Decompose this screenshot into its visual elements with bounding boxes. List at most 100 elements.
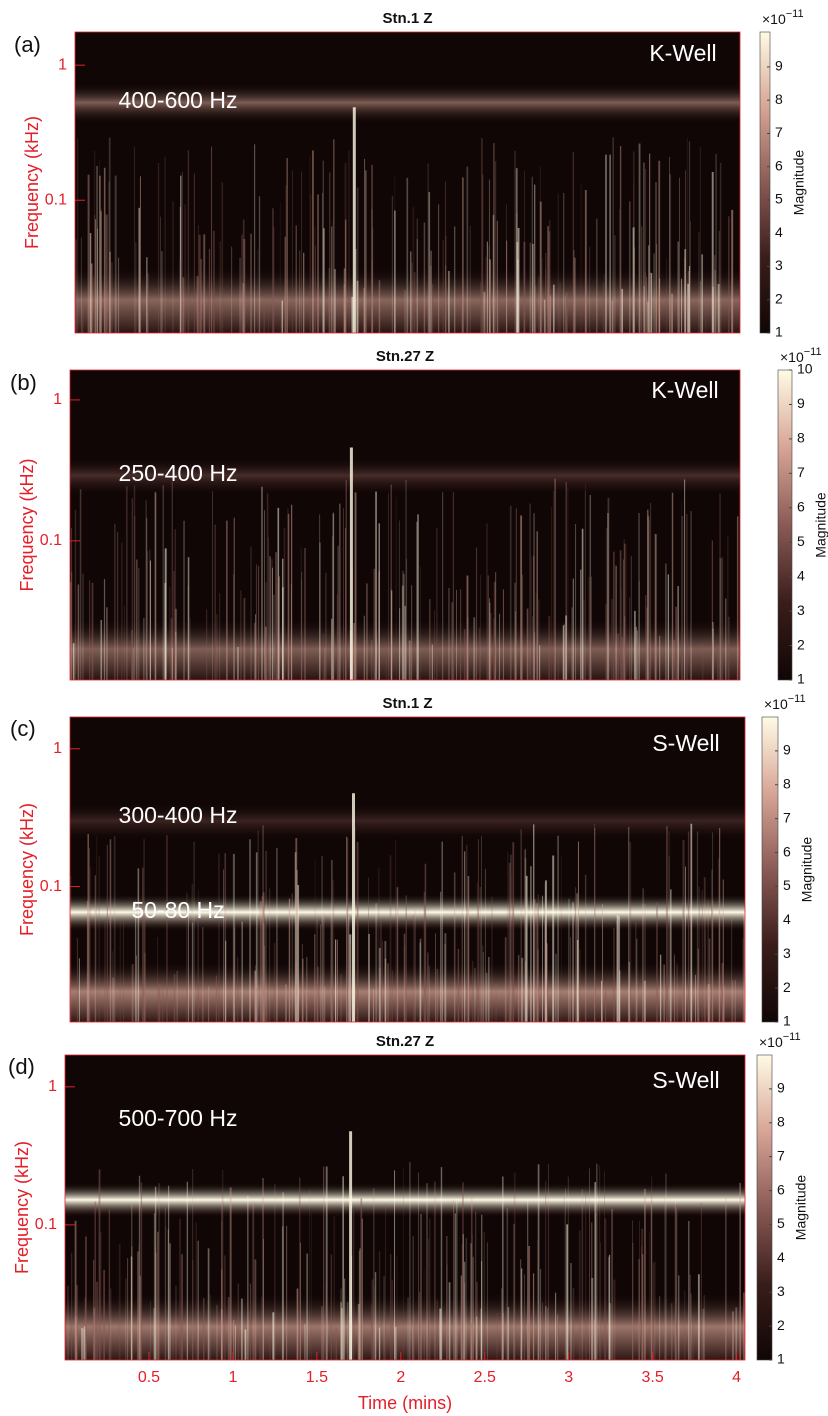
power: −11 bbox=[783, 1031, 801, 1043]
band bbox=[70, 961, 745, 1022]
heatmap bbox=[70, 717, 745, 1022]
colorbar-tick-label: 1 bbox=[783, 1013, 791, 1029]
colorbar-tick-label: 9 bbox=[783, 742, 791, 758]
y-axis-label: Frequency (kHz) bbox=[12, 1141, 32, 1274]
colorbar-tick-label: 6 bbox=[775, 157, 783, 173]
y-tick-label: 0.1 bbox=[40, 532, 62, 549]
colorbar-tick-label: 1 bbox=[777, 1351, 785, 1367]
panel: (a) Stn.1 Z K-Well 400-600 Hz Frequency (kHz… bbox=[14, 8, 807, 340]
colorbar-tick-label: 5 bbox=[783, 877, 791, 893]
x-tick-label: 1 bbox=[228, 1369, 237, 1386]
x-tick-label: 3.5 bbox=[642, 1369, 664, 1386]
colorbar-tick-label: 2 bbox=[777, 1317, 785, 1333]
colorbar-tick-label: 5 bbox=[797, 533, 805, 549]
y-tick-label: 0.1 bbox=[40, 878, 62, 895]
colorbar-tick-label: 2 bbox=[775, 290, 783, 306]
colorbar-tick-label: 6 bbox=[777, 1181, 785, 1197]
panel-title: Stn.27 Z bbox=[376, 348, 434, 365]
x-tick-label: 2.5 bbox=[474, 1369, 496, 1386]
y-tick-label: 1 bbox=[48, 1078, 57, 1095]
colorbar-label: Magnitude bbox=[791, 150, 807, 216]
colorbar-tick-label: 4 bbox=[775, 224, 783, 240]
plot-frame bbox=[74, 31, 741, 334]
colorbar-tick-label: 6 bbox=[797, 498, 805, 514]
colorbar bbox=[759, 31, 771, 334]
colorbar-tick-label: 2 bbox=[797, 636, 805, 652]
colorbar-tick-label: 5 bbox=[775, 191, 783, 207]
multiplier: ×10 bbox=[764, 696, 788, 712]
panel: (b) Stn.27 Z K-Well 250-400 Hz Frequency (kH… bbox=[10, 346, 828, 687]
y-axis-label: Frequency (kHz) bbox=[17, 803, 37, 936]
band bbox=[75, 83, 740, 123]
colorbar-tick-label: 8 bbox=[775, 91, 783, 107]
colorbar-tick-label: 10 bbox=[797, 361, 813, 377]
colorbar-tick-label: 4 bbox=[783, 911, 791, 927]
x-tick-label: 3 bbox=[564, 1369, 573, 1386]
y-tick-label: 1 bbox=[58, 56, 67, 73]
colorbar-tick-label: 3 bbox=[783, 945, 791, 961]
y-axis-label: Frequency (kHz) bbox=[22, 116, 42, 249]
band bbox=[70, 802, 745, 839]
colorbar bbox=[777, 369, 793, 681]
colorbar-tick-label: 6 bbox=[783, 843, 791, 859]
colorbar-tick-label: 3 bbox=[775, 257, 783, 273]
x-tick-label: 2 bbox=[396, 1369, 405, 1386]
colorbar-tick-label: 1 bbox=[775, 324, 783, 340]
colorbar-tick-label: 4 bbox=[797, 567, 805, 583]
band bbox=[75, 266, 740, 333]
y-tick-label: 1 bbox=[53, 391, 62, 408]
colorbar-tick-label: 5 bbox=[777, 1215, 785, 1231]
panel: (d) Stn.27 Z S-Well 500-700 Hz Frequency (kH… bbox=[8, 1031, 809, 1413]
x-tick-label: 4 bbox=[732, 1369, 741, 1386]
colorbar-exponent: ×10−11 bbox=[764, 693, 806, 712]
heatmap bbox=[65, 1055, 745, 1360]
y-axis-label: Frequency (kHz) bbox=[17, 458, 37, 591]
annotation: 500-700 Hz bbox=[119, 1105, 238, 1131]
x-tick-label: 0.5 bbox=[138, 1369, 160, 1386]
panel-label: (c) bbox=[10, 716, 36, 741]
heatmap bbox=[70, 370, 740, 680]
plot-frame bbox=[69, 369, 741, 681]
power: −11 bbox=[804, 346, 822, 358]
panel-label: (b) bbox=[10, 370, 37, 395]
heatmap bbox=[75, 32, 740, 333]
band bbox=[65, 1183, 745, 1217]
colorbar-exponent: ×10−11 bbox=[780, 346, 822, 365]
annotation: S-Well bbox=[652, 1067, 719, 1093]
panel-title: Stn.27 Z bbox=[376, 1033, 434, 1050]
annotation: 50-80 Hz bbox=[131, 897, 224, 923]
power: −11 bbox=[788, 693, 806, 705]
annotation: S-Well bbox=[652, 730, 719, 756]
colorbar-tick-label: 7 bbox=[797, 464, 805, 480]
panel-title: Stn.1 Z bbox=[382, 695, 432, 712]
power: −11 bbox=[786, 8, 804, 20]
colorbar-tick-label: 1 bbox=[797, 671, 805, 687]
plot-frame bbox=[64, 1054, 746, 1361]
panel-label: (d) bbox=[8, 1054, 35, 1079]
colorbar-tick-label: 2 bbox=[783, 979, 791, 995]
annotation: 250-400 Hz bbox=[119, 460, 238, 486]
annotation: K-Well bbox=[649, 40, 716, 66]
colorbar-tick-label: 8 bbox=[777, 1113, 785, 1129]
colorbar-label: Magnitude bbox=[793, 1175, 809, 1241]
panel-title: Stn.1 Z bbox=[382, 10, 432, 27]
colorbar-tick-label: 9 bbox=[797, 395, 805, 411]
colorbar-tick-label: 9 bbox=[775, 58, 783, 74]
colorbar-tick-label: 8 bbox=[797, 430, 805, 446]
annotation: K-Well bbox=[651, 377, 718, 403]
colorbar-exponent: ×10−11 bbox=[759, 1031, 801, 1050]
y-tick-label: 1 bbox=[53, 740, 62, 757]
colorbar-tick-label: 9 bbox=[777, 1080, 785, 1096]
colorbar-tick-label: 7 bbox=[783, 809, 791, 825]
band bbox=[65, 1292, 745, 1360]
y-tick-label: 0.1 bbox=[35, 1216, 57, 1233]
x-tick-label: 1.5 bbox=[306, 1369, 328, 1386]
multiplier: ×10 bbox=[780, 349, 804, 365]
annotation: 300-400 Hz bbox=[119, 802, 238, 828]
colorbar-tick-label: 4 bbox=[777, 1249, 785, 1265]
band bbox=[70, 456, 740, 494]
colorbar-tick-label: 3 bbox=[797, 602, 805, 618]
colorbar bbox=[756, 1054, 773, 1361]
band bbox=[70, 893, 745, 931]
